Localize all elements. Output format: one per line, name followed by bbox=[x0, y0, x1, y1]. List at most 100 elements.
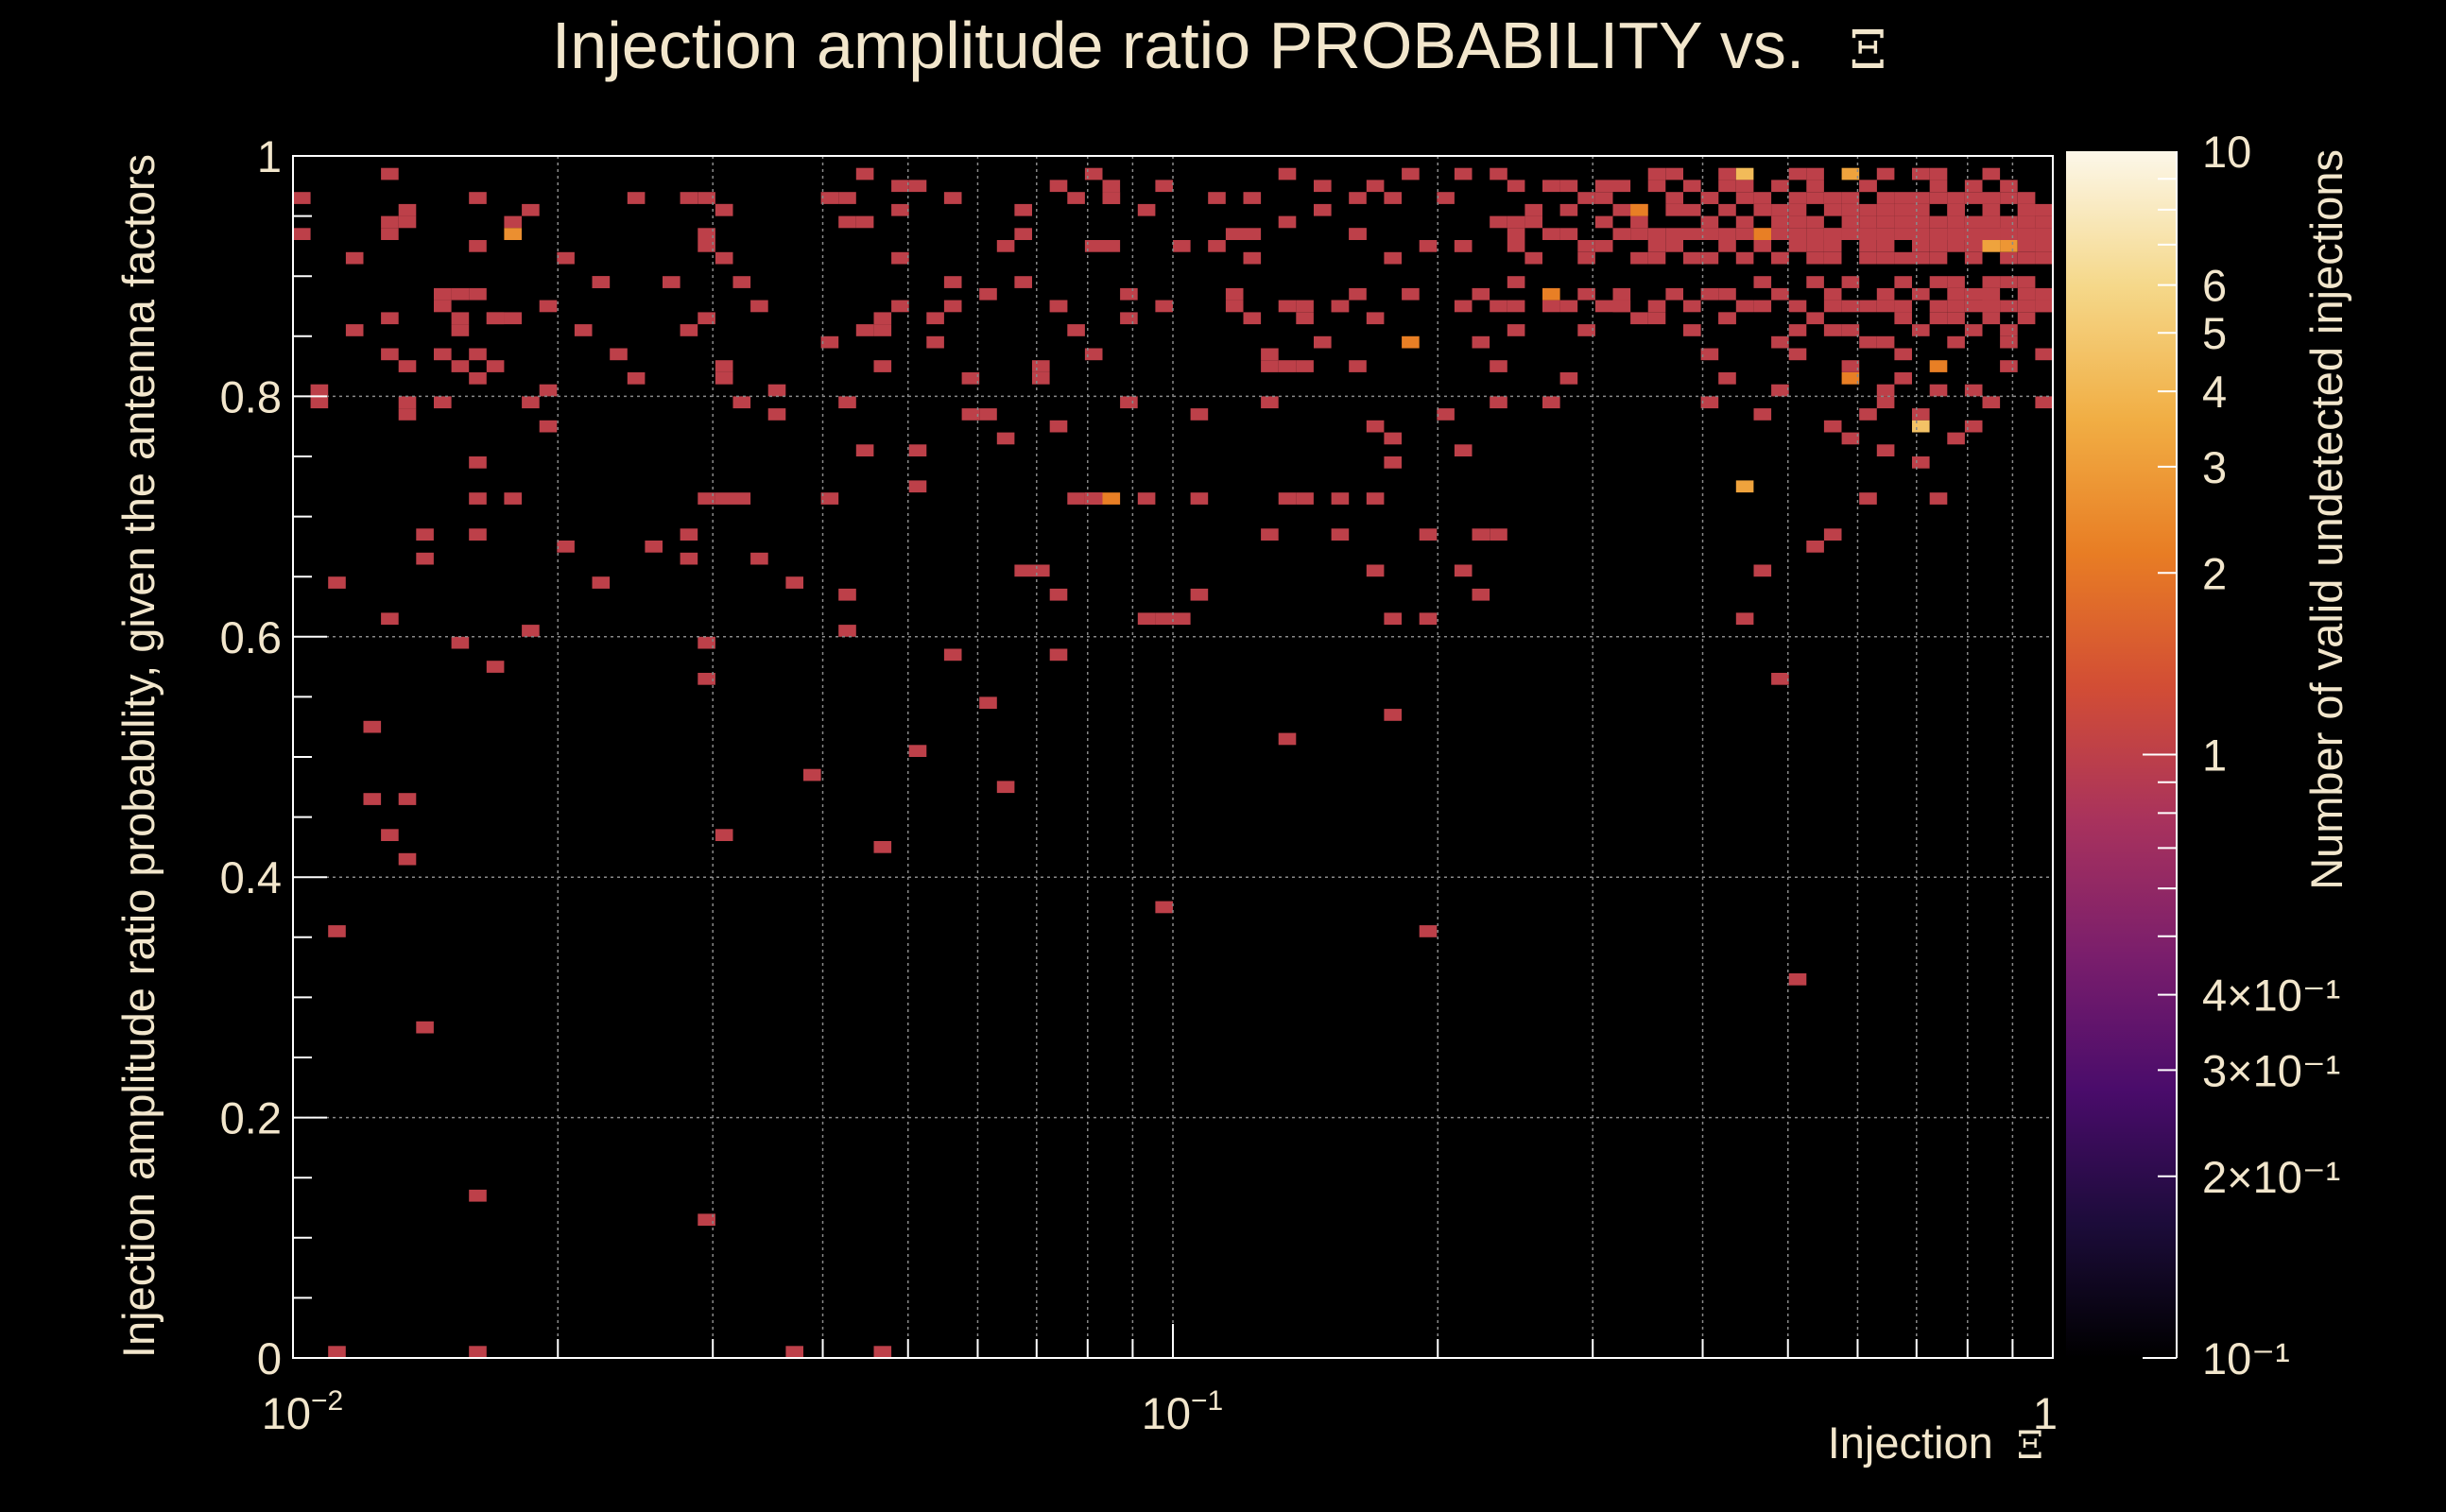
heatmap-cell bbox=[1964, 251, 1983, 265]
heatmap-cell bbox=[1049, 300, 1068, 313]
heatmap-cell bbox=[715, 251, 733, 265]
x-tick-label: 10−1 bbox=[1142, 1385, 1224, 1438]
heatmap-cell bbox=[1735, 167, 1754, 180]
heatmap-cell bbox=[1419, 240, 1438, 252]
heatmap-cell bbox=[486, 661, 505, 673]
heatmap-cell bbox=[1947, 228, 1965, 240]
heatmap-cell bbox=[1806, 312, 1824, 325]
heatmap-cell bbox=[1049, 420, 1068, 433]
heatmap-cell bbox=[1735, 480, 1754, 493]
heatmap-cell bbox=[1929, 312, 1948, 325]
heatmap-cell bbox=[1806, 541, 1824, 553]
heatmap-cell bbox=[1806, 180, 1824, 193]
heatmap-cell bbox=[1929, 300, 1948, 313]
heatmap-cell bbox=[2035, 251, 2053, 265]
heatmap-cell bbox=[698, 673, 715, 685]
heatmap-cell bbox=[891, 300, 909, 313]
heatmap-cell bbox=[1700, 251, 1719, 265]
heatmap-cell bbox=[1859, 251, 1877, 265]
heatmap-cell bbox=[1841, 203, 1860, 216]
heatmap-cell bbox=[1929, 251, 1948, 265]
heatmap-cell bbox=[1841, 360, 1860, 372]
heatmap-cell bbox=[1964, 215, 1983, 229]
heatmap-cell bbox=[908, 444, 927, 456]
heatmap-cell bbox=[1912, 215, 1930, 229]
heatmap-cell bbox=[416, 1021, 434, 1034]
heatmap-cell bbox=[680, 528, 698, 541]
heatmap-cell bbox=[1947, 215, 1965, 229]
heatmap-cell bbox=[434, 287, 452, 301]
heatmap-cell bbox=[1912, 240, 1930, 252]
heatmap-cell bbox=[1647, 240, 1666, 252]
heatmap-cell bbox=[1841, 324, 1860, 336]
heatmap-cell bbox=[1718, 372, 1736, 385]
heatmap-cell bbox=[1665, 167, 1683, 180]
heatmap-cell bbox=[469, 287, 487, 301]
heatmap-cell bbox=[1331, 300, 1350, 313]
heatmap-cell bbox=[1630, 251, 1648, 265]
heatmap-cell bbox=[1735, 192, 1754, 204]
heatmap-cell bbox=[1735, 251, 1754, 265]
heatmap-cell bbox=[1524, 251, 1542, 265]
heatmap-cell bbox=[1788, 192, 1807, 204]
heatmap-cell bbox=[1982, 203, 2001, 216]
heatmap-cell bbox=[838, 396, 856, 409]
heatmap-cell bbox=[1718, 312, 1736, 325]
heatmap-cell bbox=[1594, 300, 1613, 313]
heatmap-cell bbox=[1278, 300, 1297, 313]
heatmap-cell bbox=[1753, 276, 1772, 288]
heatmap-cell bbox=[1894, 372, 1912, 385]
heatmap-cell bbox=[1683, 228, 1701, 240]
heatmap-cell bbox=[1472, 528, 1490, 541]
heatmap-cell bbox=[838, 625, 856, 637]
heatmap-cell bbox=[1243, 192, 1262, 204]
heatmap-cell bbox=[908, 180, 927, 193]
heatmap-cell bbox=[1594, 192, 1613, 204]
heatmap-cell bbox=[1314, 203, 1332, 216]
heatmap-cell bbox=[2000, 276, 2018, 288]
x-axis-label: Injection Ξ bbox=[1828, 1418, 2043, 1468]
color-scale-label: Number of valid undetected injections bbox=[2301, 149, 2351, 890]
heatmap-cell bbox=[1683, 203, 1701, 216]
y-tick-label: 0.6 bbox=[220, 612, 282, 662]
heatmap-cell bbox=[1243, 251, 1262, 265]
heatmap-cell bbox=[1964, 384, 1983, 397]
heatmap-cell bbox=[1243, 312, 1262, 325]
heatmap-cell bbox=[469, 456, 487, 469]
heatmap-cell bbox=[855, 167, 874, 180]
heatmap-cell bbox=[2035, 203, 2053, 216]
heatmap-cell bbox=[1419, 925, 1438, 937]
heatmap-cell bbox=[2000, 300, 2018, 313]
heatmap-cell bbox=[732, 396, 751, 409]
heatmap-cell bbox=[873, 312, 892, 325]
heatmap-cell bbox=[1173, 240, 1191, 252]
heatmap-cell bbox=[1190, 408, 1209, 421]
heatmap-cell bbox=[1120, 312, 1138, 325]
heatmap-cell bbox=[2017, 215, 2036, 229]
heatmap-cell bbox=[1120, 396, 1138, 409]
heatmap-cell bbox=[1225, 300, 1244, 313]
heatmap-cell bbox=[1912, 324, 1930, 336]
heatmap-cell bbox=[979, 287, 997, 301]
heatmap-cell bbox=[1859, 203, 1877, 216]
heatmap-cell bbox=[1155, 901, 1173, 914]
heatmap-cell bbox=[1771, 180, 1789, 193]
heatmap-cell bbox=[750, 300, 768, 313]
heatmap-cell bbox=[1859, 228, 1877, 240]
color-scale-tick-label: 5 bbox=[2202, 308, 2227, 358]
heatmap-cell bbox=[1947, 287, 1965, 301]
color-scale-tick-label: 6 bbox=[2202, 261, 2227, 311]
heatmap-cell bbox=[381, 228, 399, 240]
x-axis-label-symbol: Ξ bbox=[2017, 1424, 2043, 1468]
heatmap-cell bbox=[1472, 335, 1490, 349]
heatmap-cell bbox=[381, 167, 399, 180]
heatmap-cell bbox=[1542, 180, 1560, 193]
heatmap-cell bbox=[1507, 240, 1525, 252]
heatmap-cell bbox=[926, 335, 944, 349]
heatmap-cell bbox=[1261, 396, 1279, 409]
heatmap-cell bbox=[1190, 588, 1209, 601]
heatmap-cell bbox=[1982, 300, 2001, 313]
heatmap-cell bbox=[1665, 192, 1683, 204]
heatmap-cell bbox=[1665, 228, 1683, 240]
heatmap-cell bbox=[1771, 384, 1789, 397]
